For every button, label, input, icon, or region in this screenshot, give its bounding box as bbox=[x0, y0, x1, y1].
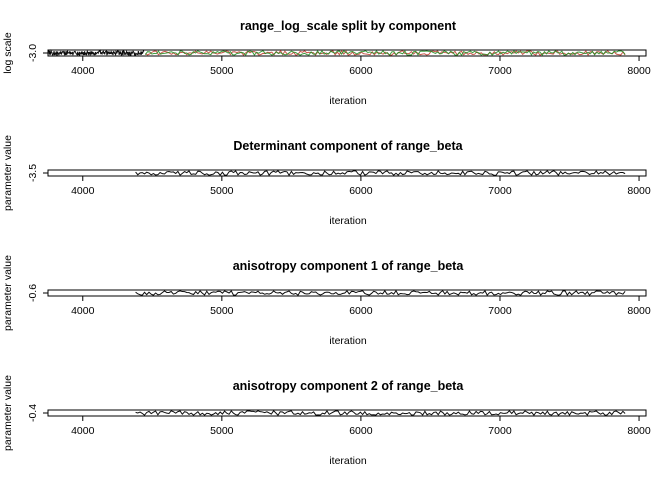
x-axis-label: iteration bbox=[329, 215, 367, 227]
x-tick-label: 5000 bbox=[210, 185, 234, 197]
chart-panel: anisotropy component 1 of range_beta 4000… bbox=[2, 255, 651, 347]
x-tick-label: 8000 bbox=[627, 185, 651, 197]
x-tick-label: 5000 bbox=[210, 305, 234, 317]
x-tick-label: 4000 bbox=[71, 305, 95, 317]
series-line bbox=[47, 49, 145, 57]
chart-panel: anisotropy component 2 of range_beta 4000… bbox=[2, 375, 651, 467]
x-axis-label: iteration bbox=[329, 95, 367, 107]
y-axis-label: parameter value bbox=[2, 255, 14, 331]
series-line bbox=[135, 289, 626, 297]
y-tick-label: -0.4 bbox=[27, 404, 39, 422]
x-tick-label: 7000 bbox=[488, 305, 512, 317]
x-tick-label: 6000 bbox=[349, 185, 373, 197]
chart-panel: Determinant component of range_beta 4000 5… bbox=[2, 135, 651, 227]
x-tick-label: 4000 bbox=[71, 185, 95, 197]
series-line bbox=[135, 170, 626, 177]
x-tick-label: 8000 bbox=[627, 65, 651, 77]
x-tick-label: 6000 bbox=[349, 305, 373, 317]
x-axis-label: iteration bbox=[329, 335, 367, 347]
y-axis-label: parameter value bbox=[2, 135, 14, 211]
x-tick-label: 7000 bbox=[488, 185, 512, 197]
chart-title: anisotropy component 2 of range_beta bbox=[233, 379, 465, 393]
series-line bbox=[144, 49, 626, 57]
y-axis-label: log scale bbox=[2, 32, 14, 74]
x-tick-label: 6000 bbox=[349, 65, 373, 77]
series-line bbox=[135, 410, 626, 417]
x-tick-label: 5000 bbox=[210, 65, 234, 77]
chart-title: anisotropy component 1 of range_beta bbox=[233, 259, 465, 273]
x-tick-label: 6000 bbox=[349, 425, 373, 437]
x-tick-label: 7000 bbox=[488, 425, 512, 437]
x-tick-label: 8000 bbox=[627, 425, 651, 437]
chart-panel: range_log_scale split by component 4000 50… bbox=[2, 19, 651, 107]
x-tick-label: 7000 bbox=[488, 65, 512, 77]
chart-title: Determinant component of range_beta bbox=[233, 139, 463, 153]
y-tick-label: -3.0 bbox=[27, 44, 39, 62]
y-tick-label: -3.5 bbox=[27, 164, 39, 182]
chart-title: range_log_scale split by component bbox=[240, 19, 457, 33]
x-tick-label: 4000 bbox=[71, 65, 95, 77]
y-axis-label: parameter value bbox=[2, 375, 14, 451]
y-tick-label: -0.6 bbox=[27, 284, 39, 302]
x-tick-label: 4000 bbox=[71, 425, 95, 437]
x-tick-label: 8000 bbox=[627, 305, 651, 317]
x-tick-label: 5000 bbox=[210, 425, 234, 437]
x-axis-label: iteration bbox=[329, 455, 367, 467]
